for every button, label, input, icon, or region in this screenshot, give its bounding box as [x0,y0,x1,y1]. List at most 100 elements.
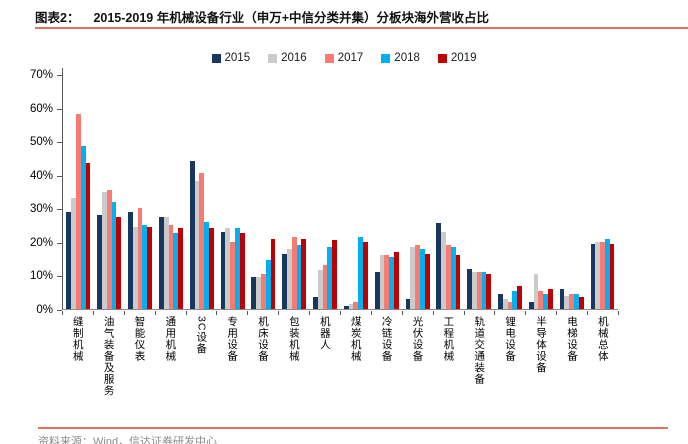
x-tick-mark [370,311,372,315]
y-tick-label: 60% [29,102,53,115]
bar-group-包装机械 [279,68,310,309]
bar-机器人-2015 [313,297,318,309]
y-tick-mark [57,108,62,110]
x-tick-mark [525,311,527,315]
bar-机器人-2017 [322,265,328,309]
bar-缝制机械-2019 [85,162,91,309]
bar-半导体设备-2019 [548,288,553,309]
bar-通用机械-2018 [173,233,179,309]
bar-冷链设备-2015 [374,272,380,309]
header-divider-line [35,27,688,29]
bar-group-锂电设备 [495,68,526,309]
bar-机械总体-2015 [590,243,596,309]
x-tick-mark [618,311,619,315]
x-tick-label: 电梯设备 [565,316,578,362]
legend-label: 2018 [394,52,420,64]
y-tick-mark [57,142,62,144]
bar-group-光伏设备 [402,68,433,309]
y-tick-label: 40% [29,169,53,182]
bar-锂电设备-2019 [517,285,522,309]
bar-油气装备及服务-2015 [97,215,103,309]
bar-煤炭机械-2019 [363,241,368,309]
bar-专用设备-2017 [230,241,235,309]
bar-专用设备-2018 [234,228,240,309]
bar-通用机械-2016 [163,216,169,309]
bar-专用设备-2015 [220,231,226,309]
x-label-col: 专用设备 [216,316,247,422]
y-tick-label: 50% [29,136,53,149]
bar-半导体设备-2017 [538,290,544,309]
x-tick-mark [463,311,465,315]
legend-swatch-icon [324,53,334,63]
legend-item-2016: 2016 [268,52,307,64]
x-label-col: 包装机械 [278,316,309,422]
bar-冷链设备-2018 [389,256,394,309]
legend-label: 2016 [281,52,307,64]
bar-工程机械-2017 [445,245,451,309]
bar-锂电设备-2018 [512,290,518,309]
x-tick-label: 冷链设备 [380,316,393,362]
bar-机床设备-2016 [256,277,261,309]
x-tick-mark [154,311,156,315]
bar-智能仪表-2019 [147,226,153,309]
bar-缝制机械-2016 [71,198,77,309]
legend-label: 2019 [450,52,477,64]
bar-包装机械-2015 [282,253,288,309]
bar-专用设备-2019 [239,233,245,309]
x-tick-mark [123,311,125,315]
x-label-col: 冷链设备 [371,316,402,422]
x-tick-label: 机械总体 [596,316,609,362]
x-label-col: 半导体设备 [525,316,556,422]
y-tick-label: 0% [36,303,53,316]
x-tick-mark [340,311,341,315]
legend-item-2019: 2019 [437,52,477,64]
bar-机械总体-2018 [604,238,610,309]
bar-冷链设备-2019 [393,251,399,309]
bar-包装机械-2017 [291,236,297,309]
x-label-col: 工程机械 [433,316,464,422]
chart-header: 图表2： 2015-2019 年机械设备行业（申万+中信分类并集）分板块海外营收占… [35,7,489,26]
chart-title: 2015-2019 年机械设备行业（申万+中信分类并集）分板块海外营收占比 [93,11,490,25]
figure-number: 图表2： [35,11,80,25]
x-tick-mark [278,311,280,315]
bar-电梯设备-2019 [578,297,584,309]
bar-轨道交通装备-2016 [471,272,477,309]
bar-机床设备-2019 [270,238,276,309]
bar-group-机器人 [310,68,341,309]
y-tick-mark [57,175,62,177]
bar-智能仪表-2017 [137,208,143,309]
legend-label: 2015 [224,52,251,64]
bar-工程机械-2018 [450,246,456,309]
x-axis-labels: 缝制机械 油气装备及服务 智能仪表 通用机械 3C设备 专用设备 机床设备 包装机械 机器人 煤炭… [62,316,618,422]
y-tick-label: 10% [29,270,53,283]
x-label-col: 光伏设备 [402,316,433,422]
bar-机械总体-2017 [600,241,605,309]
bar-group-半导体设备 [525,68,556,309]
bar-电梯设备-2018 [574,293,579,309]
bar-group-油气装备及服务 [94,68,125,309]
bar-3C设备-2016 [194,181,200,309]
bar-3C设备-2015 [189,161,195,309]
bar-半导体设备-2016 [533,273,539,309]
bar-机器人-2019 [332,240,338,309]
bar-工程机械-2019 [455,255,461,309]
x-label-col: 机床设备 [247,316,278,422]
bar-煤炭机械-2015 [343,305,349,309]
bar-包装机械-2016 [287,248,292,309]
bar-包装机械-2018 [296,245,302,309]
bar-group-工程机械 [433,68,464,309]
bar-3C设备-2019 [208,228,214,309]
x-tick-label: 油气装备及服务 [102,316,115,397]
x-tick-label: 机床设备 [257,316,270,362]
bar-包装机械-2019 [301,238,307,309]
y-tick-mark [57,242,62,244]
y-tick-label: 70% [29,69,53,81]
y-tick-mark [57,309,62,311]
x-label-col: 通用机械 [155,316,186,422]
bar-锂电设备-2016 [502,298,508,309]
bar-光伏设备-2018 [419,248,425,309]
bar-冷链设备-2017 [384,255,390,309]
bar-group-缝制机械 [63,68,94,309]
bar-通用机械-2015 [158,216,164,309]
y-tick-mark [57,75,62,76]
